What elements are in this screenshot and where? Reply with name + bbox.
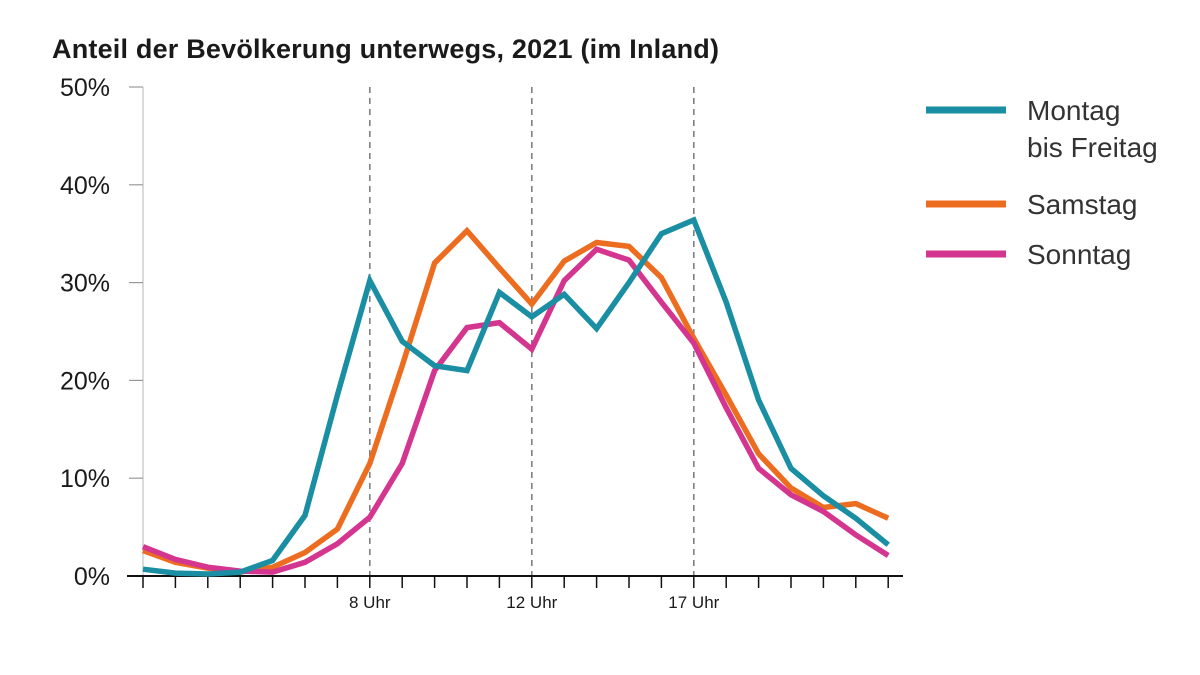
legend-label: bis Freitag <box>1027 132 1158 163</box>
y-tick-label: 40% <box>60 172 110 200</box>
x-tick-label: 12 Uhr <box>506 593 557 612</box>
grid-layer <box>368 87 695 576</box>
y-tick-label: 0% <box>74 563 110 591</box>
y-tick-label: 20% <box>60 367 110 395</box>
chart-title: Anteil der Bevölkerung unterwegs, 2021 (… <box>52 34 720 64</box>
legend-label: Sonntag <box>1027 239 1131 270</box>
axis-layer: 8 Uhr 12 Uhr 17 Uhr 0% 10% 20% 30% 40% 50% <box>60 74 903 612</box>
legend: Montag bis Freitag Samstag Sonntag <box>926 95 1158 270</box>
legend-label: Montag <box>1027 95 1120 126</box>
y-tick-label: 50% <box>60 74 110 102</box>
y-tick-label: 10% <box>60 465 110 493</box>
x-tick-label: 8 Uhr <box>349 593 391 612</box>
legend-label: Samstag <box>1027 189 1138 220</box>
series-line-0 <box>142 216 890 577</box>
series-line-2 <box>141 246 890 575</box>
y-tick-label: 30% <box>60 270 110 298</box>
series-layer <box>141 216 890 577</box>
series-line-1 <box>142 226 890 575</box>
x-tick-label: 17 Uhr <box>668 593 719 612</box>
